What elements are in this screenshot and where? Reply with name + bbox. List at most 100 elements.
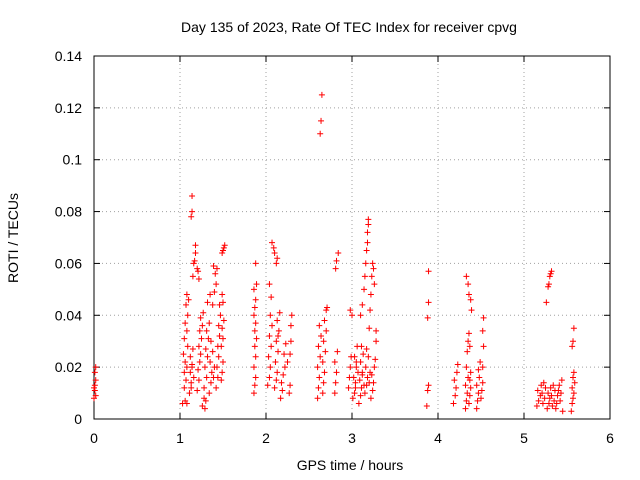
data-point — [465, 338, 472, 345]
data-point — [318, 117, 325, 124]
y-tick-label: 0 — [74, 411, 82, 427]
data-point — [252, 374, 259, 381]
y-tick-label: 0.02 — [55, 359, 82, 375]
data-point — [286, 390, 293, 397]
data-point — [542, 384, 549, 391]
data-point — [545, 400, 552, 407]
data-point — [545, 283, 552, 290]
data-point — [453, 369, 460, 376]
data-point — [465, 291, 472, 298]
data-point — [570, 369, 577, 376]
data-point — [320, 338, 327, 345]
data-point — [206, 390, 213, 397]
data-point — [196, 358, 203, 365]
data-point — [553, 400, 560, 407]
x-tick-label: 2 — [262, 430, 270, 446]
data-point — [212, 270, 219, 277]
data-point — [465, 330, 472, 337]
data-point — [275, 327, 282, 334]
data-point — [466, 377, 473, 384]
data-point — [473, 405, 480, 412]
data-point — [195, 275, 202, 282]
data-point — [269, 239, 276, 246]
data-point — [468, 307, 475, 314]
data-point — [271, 250, 278, 257]
data-point — [463, 397, 470, 404]
data-point — [365, 216, 372, 223]
data-point — [272, 358, 279, 365]
data-point — [424, 387, 431, 394]
data-point — [271, 384, 278, 391]
data-point — [479, 364, 486, 371]
data-point — [274, 369, 281, 376]
data-point — [213, 364, 220, 371]
data-point — [198, 335, 205, 342]
data-point — [195, 268, 202, 275]
data-point — [316, 322, 323, 329]
data-point — [357, 392, 364, 399]
data-point — [213, 281, 220, 288]
data-point — [453, 384, 460, 391]
data-point — [358, 384, 365, 391]
data-point — [362, 260, 369, 267]
data-point — [331, 390, 338, 397]
data-point — [352, 379, 359, 386]
data-point — [332, 265, 339, 272]
data-point — [361, 286, 368, 293]
data-point — [287, 382, 294, 389]
data-point — [180, 351, 187, 358]
data-point — [359, 301, 366, 308]
data-point — [252, 260, 259, 267]
data-point — [253, 281, 260, 288]
data-point — [203, 374, 210, 381]
y-tick-label: 0.14 — [55, 48, 82, 64]
data-point — [219, 369, 226, 376]
data-point — [318, 91, 325, 98]
data-point — [547, 270, 554, 277]
data-point — [464, 348, 471, 355]
data-point — [282, 340, 289, 347]
data-point — [218, 343, 225, 350]
data-point — [464, 390, 471, 397]
data-point — [213, 384, 220, 391]
data-point — [474, 397, 481, 404]
data-point — [331, 358, 338, 365]
data-point — [189, 208, 196, 215]
data-point — [347, 364, 354, 371]
data-point — [189, 273, 196, 280]
data-point — [552, 405, 559, 412]
data-point — [334, 348, 341, 355]
data-point — [557, 397, 564, 404]
data-point — [548, 392, 555, 399]
data-point — [92, 364, 99, 371]
data-point — [367, 395, 374, 402]
axis-ticks — [93, 55, 611, 420]
data-point — [570, 395, 577, 402]
data-point — [208, 369, 215, 376]
data-point — [207, 358, 214, 365]
data-point — [277, 395, 284, 402]
data-point — [315, 343, 322, 350]
data-point — [556, 382, 563, 389]
data-point — [361, 273, 368, 280]
data-point — [281, 351, 288, 358]
data-point — [570, 338, 577, 345]
data-point — [369, 387, 376, 394]
data-point — [569, 400, 576, 407]
data-point — [218, 377, 225, 384]
data-point — [544, 405, 551, 412]
data-point — [452, 392, 459, 399]
y-tick-label: 0.08 — [55, 204, 82, 220]
data-point — [423, 403, 430, 410]
data-point — [189, 364, 196, 371]
data-point — [465, 400, 472, 407]
data-points — [91, 91, 578, 415]
data-point — [477, 358, 484, 365]
data-point — [273, 260, 280, 267]
data-point — [363, 382, 370, 389]
data-point — [365, 353, 372, 360]
data-point — [200, 309, 207, 316]
data-point — [276, 309, 283, 316]
data-point — [191, 257, 198, 264]
